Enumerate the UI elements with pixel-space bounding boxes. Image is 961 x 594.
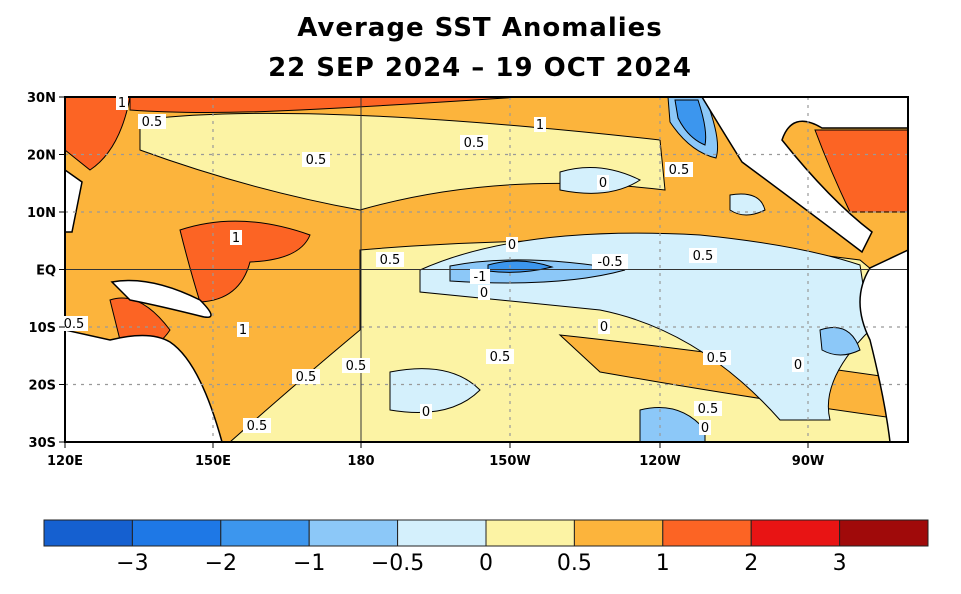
contour-label: 0.5 [707, 351, 728, 366]
contour-label-bg [342, 358, 370, 373]
colorbar-label: −2 [205, 551, 237, 576]
contour-label-bg [376, 252, 404, 267]
colorbar-swatch [485, 519, 575, 547]
colorbar-swatch [397, 519, 487, 547]
colorbar-swatch [662, 519, 752, 547]
contour-label-bg [292, 369, 320, 384]
colorbar-label: 1 [656, 551, 670, 576]
land [65, 97, 908, 442]
contour-label: 0 [480, 286, 488, 301]
contour-label-bg [506, 237, 518, 252]
contour-label: 0.5 [296, 370, 317, 385]
lat-label: EQ [36, 264, 56, 279]
colorbar-swatch [839, 519, 929, 547]
contour-label-bg [230, 230, 242, 245]
contour-label: 0.5 [142, 115, 163, 130]
colorbar-swatch [131, 519, 222, 547]
contour-label-bg [486, 349, 514, 364]
lon-label: 120W [639, 454, 680, 469]
axes: 30N 20N 10N EQ 10S 20S 30S 120E 150E 180 150W 120W 9… [27, 91, 824, 469]
lat-label: 30S [29, 436, 56, 451]
contour-label: -0.5 [597, 255, 622, 270]
contour-label-bg [237, 322, 249, 337]
contour-label-bg [703, 350, 731, 365]
contour-label: 0.5 [306, 153, 327, 168]
contour-label: 0 [422, 405, 430, 420]
contour-label-bg [534, 117, 546, 132]
title: Average SST Anomalies [297, 13, 663, 43]
colorbar-swatch [308, 519, 399, 547]
colorbar-swatch [750, 519, 841, 547]
lon-label: 150E [195, 454, 231, 469]
subtitle: 22 SEP 2024 – 19 OCT 2024 [268, 53, 692, 83]
contour-label: 0.5 [380, 253, 401, 268]
lon-label: 120E [47, 454, 83, 469]
contour-label-bg [116, 95, 128, 110]
contour-label: 0.5 [464, 136, 485, 151]
lat-label: 30N [27, 91, 56, 106]
contour-label-bg [460, 135, 488, 150]
contour-label: 0 [600, 320, 608, 335]
colorbar-label: 2 [744, 551, 758, 576]
contour-label: 0.5 [698, 402, 719, 417]
contour-label-bg [420, 404, 432, 419]
colorbar-label: −3 [116, 551, 148, 576]
contour-label: 1 [239, 323, 247, 338]
lon-label: 150W [489, 454, 530, 469]
contour-label-bg [699, 420, 711, 435]
contour-label-bg [694, 401, 722, 416]
contour-label: 0 [508, 238, 516, 253]
contour-label-bg [302, 152, 330, 167]
lon-label: 90W [792, 454, 824, 469]
contour-label-bg [665, 162, 693, 177]
colorbar-swatch [220, 519, 310, 547]
contour-label: 1 [232, 231, 240, 246]
colorbar-label: 0 [479, 551, 493, 576]
colorbar-swatch [573, 519, 664, 547]
contour-label-bg [792, 357, 804, 372]
contour-label-bg [60, 316, 88, 331]
contour-label: 0 [599, 176, 607, 191]
contour-label-bg [470, 269, 490, 284]
lat-label: 20N [27, 149, 56, 164]
colorbar-label: −0.5 [371, 551, 424, 576]
contour-label-bg [243, 418, 271, 433]
colorbar-label: 0.5 [557, 551, 592, 576]
colorbar-swatch [43, 519, 133, 547]
contour-label: 0 [794, 358, 802, 373]
contour-label: 0.5 [490, 350, 511, 365]
lat-label: 10N [27, 206, 56, 221]
contour-label-bg [478, 285, 490, 300]
colorbar-label: −1 [293, 551, 325, 576]
contour-label: 0.5 [247, 419, 268, 434]
colorbar: −3 −2 −1 −0.5 0 0.5 1 2 3 [43, 519, 929, 576]
contour-label: -1 [474, 270, 487, 285]
contour-label-bg [598, 319, 610, 334]
contour-label: 1 [118, 96, 126, 111]
colorbar-label: 3 [833, 551, 847, 576]
contour-label-bg [597, 175, 609, 190]
contour-label-bg [689, 248, 717, 263]
contour-label: 0.5 [669, 163, 690, 178]
contour-label-bg [138, 114, 166, 129]
contour-label-bg [592, 254, 628, 269]
contour-label: 0 [701, 421, 709, 436]
contour-label: 0.5 [693, 249, 714, 264]
lat-label: 20S [29, 379, 56, 394]
lon-label: 180 [347, 454, 374, 469]
contour-label: 1 [536, 118, 544, 133]
lat-label: 10S [29, 321, 56, 336]
map [65, 97, 908, 442]
contour-label: 0.5 [346, 359, 367, 374]
contour-label: 0.5 [64, 317, 85, 332]
